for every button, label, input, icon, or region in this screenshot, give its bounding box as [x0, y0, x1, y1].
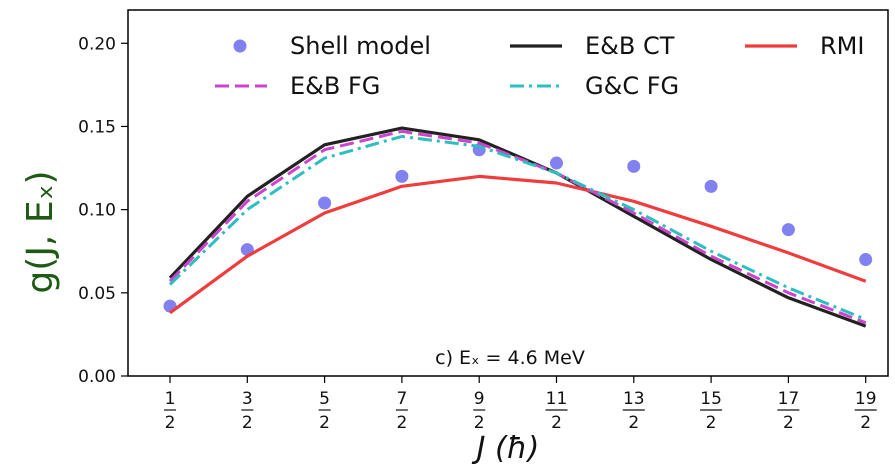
- legend-label-shell-model: Shell model: [290, 32, 431, 60]
- x-tick-label-denominator: 2: [474, 413, 485, 433]
- point-shell-model: [318, 196, 332, 210]
- series-line-e-b-fg: [168, 129, 867, 325]
- legend-label-e-b-fg: E&B FG: [290, 72, 380, 100]
- x-tick-label-numerator: 19: [855, 389, 877, 409]
- legend-label-g-c-fg: G&C FG: [585, 72, 679, 100]
- y-tick-label: 0.05: [78, 284, 116, 304]
- y-tick-label: 0.10: [78, 201, 116, 221]
- legend-label-rmi: RMI: [820, 32, 864, 60]
- point-shell-model: [550, 156, 563, 170]
- x-tick-label-numerator: 5: [319, 389, 330, 409]
- x-tick-label-denominator: 2: [706, 413, 717, 433]
- x-tick-label-denominator: 2: [783, 413, 794, 433]
- point-shell-model: [395, 169, 409, 183]
- series-line-e-b-ct: [168, 126, 867, 328]
- x-tick-label-denominator: 2: [396, 413, 407, 433]
- x-tick-label-numerator: 3: [242, 389, 253, 409]
- y-axis-label: g(J, Eₓ): [20, 170, 61, 293]
- legend: Shell model E&B CT RMI E&B FG G&C FG: [215, 32, 864, 100]
- y-tick-label: 0.20: [78, 34, 116, 54]
- point-shell-model: [704, 179, 718, 193]
- x-tick-label-denominator: 2: [551, 413, 562, 433]
- x-tick-label-numerator: 13: [623, 389, 645, 409]
- x-tick-label-denominator: 2: [319, 413, 330, 433]
- y-tick-label: 0.15: [78, 117, 116, 137]
- y-tick-label: 0.00: [78, 367, 116, 387]
- x-tick-label-numerator: 7: [396, 389, 407, 409]
- x-tick-label-numerator: 1: [165, 389, 176, 409]
- x-tick-label-denominator: 2: [628, 413, 639, 433]
- x-tick-label-numerator: 11: [546, 389, 568, 409]
- legend-label-e-b-ct: E&B CT: [585, 32, 675, 60]
- point-shell-model: [627, 159, 641, 173]
- chart-marks: [163, 126, 873, 328]
- series-line-rmi: [169, 174, 867, 315]
- x-tick-label-denominator: 2: [165, 413, 176, 433]
- plot-background: [128, 10, 888, 376]
- x-tick-label-denominator: 2: [242, 413, 253, 433]
- point-shell-model: [859, 253, 873, 267]
- y-axis: 0.00 0.05 0.10 0.15 0.20: [78, 34, 128, 387]
- x-tick-label-numerator: 17: [778, 389, 800, 409]
- x-tick-label-denominator: 2: [860, 413, 871, 433]
- series-line-g-c-fg: [168, 134, 867, 321]
- x-axis-label: J (ħ): [472, 431, 540, 466]
- plot-frame: [127, 9, 889, 377]
- annotation: c) Eₓ = 4.6 MeV: [435, 347, 585, 369]
- x-axis: 1 2 3 2 5 2 7 2 9 2 11 2 13 2 15 2 17 2 19 2: [164, 376, 877, 433]
- legend-marker-shell-model: [233, 39, 247, 53]
- x-tick-label-numerator: 15: [700, 389, 722, 409]
- x-tick-label-numerator: 9: [474, 389, 485, 409]
- point-shell-model: [781, 223, 795, 237]
